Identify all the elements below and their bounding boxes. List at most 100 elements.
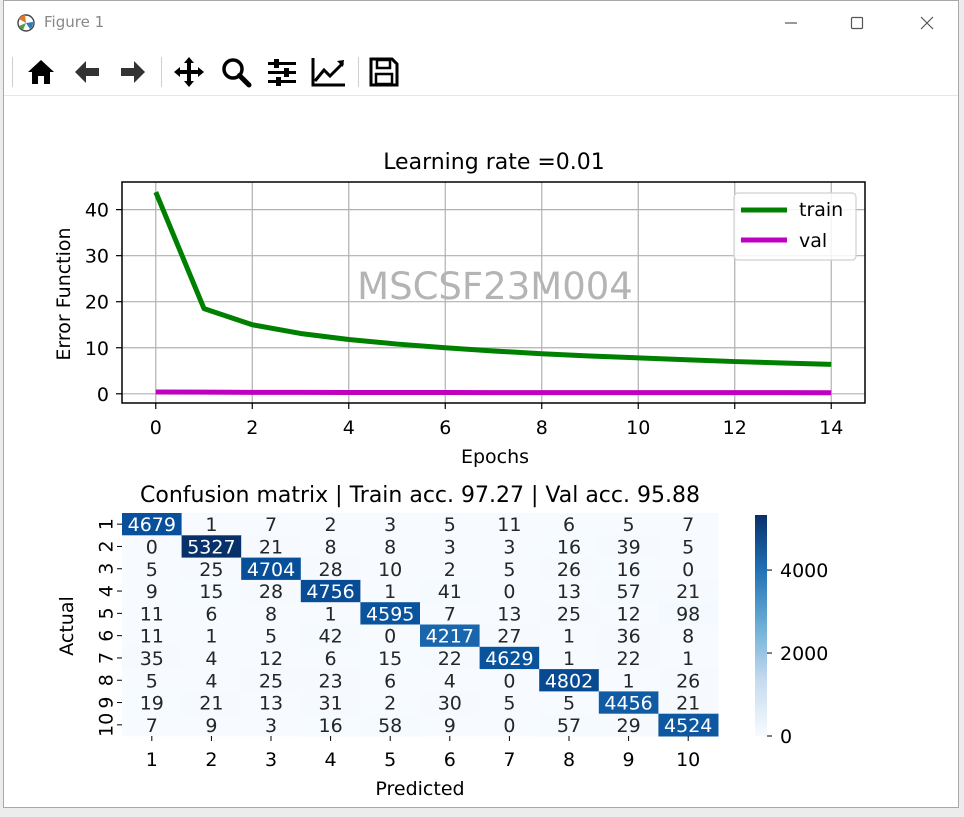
x-tick-label: 14 [819,417,843,439]
heatmap-cell-value: 0 [384,626,396,648]
heatmap-cell [420,557,481,581]
colorbar-tick-label: 0 [780,726,792,748]
heatmap-cell [181,513,242,536]
heatmap-cell [539,691,600,715]
heatmap-cell [598,624,659,648]
heatmap-cell-value: 5 [265,626,277,648]
heatmap-cell-value: 22 [438,648,462,670]
heatmap-cell [360,691,421,715]
heatmap-cell [658,602,719,625]
heatmap-x-tick-label: 7 [503,749,515,771]
heatmap-cell [420,713,481,737]
heatmap-cell-value: 11 [140,626,164,648]
heatmap-cell-value: 11 [497,514,521,536]
heatmap-cell [658,646,719,670]
x-tick-label: 12 [723,417,747,439]
heatmap-cell [420,669,481,692]
heatmap-cell-value: 1 [563,648,575,670]
heatmap-cell-value: 26 [557,559,581,581]
series-line-val [155,389,832,396]
heatmap-cell [360,513,421,536]
heatmap-cell [420,624,481,648]
colorbar-tick-label: 2000 [780,643,828,665]
heatmap-cell-value: 0 [503,670,515,692]
x-tick-label: 4 [343,417,355,439]
close-button[interactable] [904,7,950,39]
heatmap-cell [598,579,659,603]
heatmap-cell [241,557,302,581]
heatmap-cell [420,646,481,670]
heatmap-cell [479,602,540,625]
heatmap-cell-value: 21 [676,693,700,715]
heatmap-cell-value: 13 [259,693,283,715]
heatmap-cell-value: 4679 [128,514,176,536]
heatmap-cell [122,624,183,648]
heatmap-cell-value: 8 [265,603,277,625]
heatmap-cell-value: 6 [563,514,575,536]
heatmap-cell-value: 12 [617,603,641,625]
heatmap-cell [122,535,183,559]
title-bar[interactable]: Figure 1 [4,1,958,45]
heatmap-cell-value: 5 [563,693,575,715]
heatmap-cell-value: 1 [325,603,337,625]
heatmap-cell-value: 57 [557,715,581,737]
heatmap-cell-value: 1 [205,514,217,536]
heatmap-cell-value: 25 [259,670,283,692]
heatmap-cell [479,669,540,692]
heatmap-cell-value: 5 [503,559,515,581]
pan-button[interactable] [171,54,207,90]
learning-curve-plot: Learning rate =0.01 MSCSF23M004 0 2 4 6 8 10 1… [53,150,866,468]
heatmap-cell [539,669,600,692]
heatmap-x-tick-label: 5 [384,749,396,771]
heatmap-cell-value: 15 [378,648,402,670]
heatmap-y-tick-label: 3 [96,563,118,575]
heatmap-cell [539,535,600,559]
heatmap-cell-value: 4704 [247,559,295,581]
heatmap-cell-value: 4217 [426,626,474,648]
heatmap-cell [122,691,183,715]
heatmap-cell [241,602,302,625]
zoom-button[interactable] [218,54,254,90]
back-button[interactable] [69,54,105,90]
heatmap-cell-value: 3 [503,536,515,558]
heatmap-cell-value: 35 [140,648,164,670]
y-tick-label: 20 [85,292,109,314]
heatmap-cell-value: 2 [444,559,456,581]
heatmap-y-tick-label: 9 [96,697,118,709]
heatmap-cell-value: 5 [146,670,158,692]
heatmap-cell [181,691,242,715]
heatmap-cell [539,646,600,670]
heatmap-cell [122,602,183,625]
edit-axis-button[interactable] [311,54,347,90]
heatmap-cell [539,579,600,603]
heatmap-cell-value: 13 [497,603,521,625]
y-tick-label: 40 [85,200,109,222]
heatmap-cell [300,579,361,603]
heatmap-cell [420,691,481,715]
minimize-button[interactable] [768,7,814,39]
heatmap-cell [181,713,242,737]
forward-button[interactable] [115,54,151,90]
maximize-button[interactable] [834,7,880,39]
heatmap-cell [181,557,242,581]
heatmap-cell-value: 4524 [664,715,712,737]
heatmap-cell [122,669,183,692]
heatmap-cell [479,713,540,737]
heatmap-cell [181,646,242,670]
heatmap-cell-value: 16 [617,559,641,581]
heatmap-y-tick-label: 10 [96,713,118,737]
heatmap-x-label: Predicted [375,778,464,800]
configure-subplots-button[interactable] [264,54,300,90]
heatmap-cell [300,691,361,715]
heatmap-cell-value: 12 [259,648,283,670]
heatmap-cell-value: 6 [205,603,217,625]
heatmap-cell-value: 4456 [604,693,652,715]
heatmap-cell [479,691,540,715]
save-button[interactable] [366,54,402,90]
heatmap-cell [181,669,242,692]
heatmap-cell-value: 31 [319,693,343,715]
heatmap-cell-value: 8 [384,536,396,558]
heatmap-x-tick-label: 9 [623,749,635,771]
home-button[interactable] [23,54,59,90]
heatmap-cell-value: 30 [438,693,462,715]
